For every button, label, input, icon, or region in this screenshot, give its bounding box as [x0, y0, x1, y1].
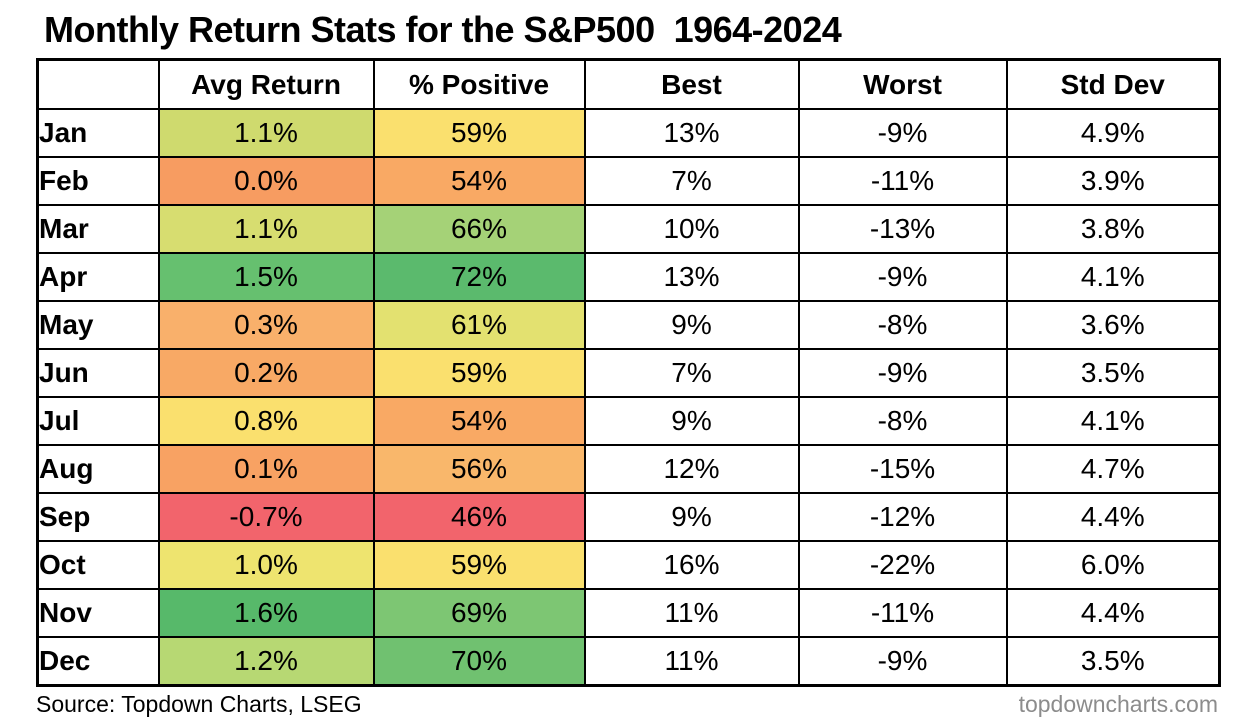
column-header-best: Best [583, 58, 800, 110]
pct-positive-cell: 54% [372, 156, 586, 206]
avg-return-cell: 1.5% [157, 252, 375, 302]
std-dev-cell: 4.1% [1005, 252, 1221, 302]
std-dev-cell: 6.0% [1005, 540, 1221, 590]
month-label: Dec [36, 636, 160, 686]
website-label: topdowncharts.com [1018, 691, 1218, 717]
best-cell: 9% [583, 300, 800, 350]
monthly-return-stats-table: Avg Return % Positive Best Worst Std Dev… [36, 58, 1221, 687]
month-label: Jul [36, 396, 160, 446]
pct-positive-cell: 61% [372, 300, 586, 350]
worst-cell: -9% [797, 636, 1008, 686]
worst-cell: -11% [797, 588, 1008, 638]
pct-positive-cell: 59% [372, 540, 586, 590]
pct-positive-cell: 66% [372, 204, 586, 254]
worst-cell: -9% [797, 348, 1008, 398]
worst-cell: -11% [797, 156, 1008, 206]
std-dev-cell: 4.1% [1005, 396, 1221, 446]
table-row: Dec 1.2% 70% 11% -9% 3.5% [36, 636, 1221, 686]
best-cell: 13% [583, 108, 800, 158]
avg-return-cell: 1.0% [157, 540, 375, 590]
page-title: Monthly Return Stats for the S&P500 1964… [44, 9, 842, 50]
best-cell: 10% [583, 204, 800, 254]
table-row: Jun 0.2% 59% 7% -9% 3.5% [36, 348, 1221, 398]
month-label: Oct [36, 540, 160, 590]
avg-return-cell: 1.6% [157, 588, 375, 638]
avg-return-cell: 1.1% [157, 108, 375, 158]
worst-cell: -9% [797, 108, 1008, 158]
column-header-month [36, 58, 160, 110]
best-cell: 7% [583, 348, 800, 398]
std-dev-cell: 3.9% [1005, 156, 1221, 206]
column-header-avg-return: Avg Return [157, 58, 375, 110]
table-row: Nov 1.6% 69% 11% -11% 4.4% [36, 588, 1221, 638]
best-cell: 9% [583, 492, 800, 542]
pct-positive-cell: 72% [372, 252, 586, 302]
best-cell: 11% [583, 636, 800, 686]
std-dev-cell: 4.7% [1005, 444, 1221, 494]
month-label: Jun [36, 348, 160, 398]
std-dev-cell: 4.4% [1005, 588, 1221, 638]
table-row: Mar 1.1% 66% 10% -13% 3.8% [36, 204, 1221, 254]
month-label: Mar [36, 204, 160, 254]
best-cell: 13% [583, 252, 800, 302]
column-header-pct-positive: % Positive [372, 58, 586, 110]
avg-return-cell: 0.2% [157, 348, 375, 398]
avg-return-cell: 0.0% [157, 156, 375, 206]
pct-positive-cell: 59% [372, 348, 586, 398]
pct-positive-cell: 56% [372, 444, 586, 494]
avg-return-cell: 1.1% [157, 204, 375, 254]
best-cell: 11% [583, 588, 800, 638]
std-dev-cell: 4.4% [1005, 492, 1221, 542]
std-dev-cell: 3.8% [1005, 204, 1221, 254]
avg-return-cell: -0.7% [157, 492, 375, 542]
worst-cell: -8% [797, 300, 1008, 350]
table-row: Jan 1.1% 59% 13% -9% 4.9% [36, 108, 1221, 158]
column-header-std-dev: Std Dev [1005, 58, 1221, 110]
table-row: May 0.3% 61% 9% -8% 3.6% [36, 300, 1221, 350]
month-label: Jan [36, 108, 160, 158]
month-label: Apr [36, 252, 160, 302]
std-dev-cell: 3.5% [1005, 348, 1221, 398]
pct-positive-cell: 69% [372, 588, 586, 638]
best-cell: 9% [583, 396, 800, 446]
worst-cell: -8% [797, 396, 1008, 446]
pct-positive-cell: 59% [372, 108, 586, 158]
avg-return-cell: 0.1% [157, 444, 375, 494]
avg-return-cell: 0.3% [157, 300, 375, 350]
table-row: Jul 0.8% 54% 9% -8% 4.1% [36, 396, 1221, 446]
std-dev-cell: 3.6% [1005, 300, 1221, 350]
table-row: Aug 0.1% 56% 12% -15% 4.7% [36, 444, 1221, 494]
worst-cell: -15% [797, 444, 1008, 494]
best-cell: 12% [583, 444, 800, 494]
table-row: Oct 1.0% 59% 16% -22% 6.0% [36, 540, 1221, 590]
pct-positive-cell: 46% [372, 492, 586, 542]
table-row: Feb 0.0% 54% 7% -11% 3.9% [36, 156, 1221, 206]
month-label: May [36, 300, 160, 350]
footer: Source: Topdown Charts, LSEG topdownchar… [36, 691, 1218, 718]
avg-return-cell: 0.8% [157, 396, 375, 446]
worst-cell: -12% [797, 492, 1008, 542]
pct-positive-cell: 54% [372, 396, 586, 446]
month-label: Feb [36, 156, 160, 206]
table-body: Jan 1.1% 59% 13% -9% 4.9% Feb 0.0% 54% 7% -11% 3.9%… [36, 108, 1221, 686]
worst-cell: -9% [797, 252, 1008, 302]
column-header-worst: Worst [797, 58, 1008, 110]
worst-cell: -22% [797, 540, 1008, 590]
month-label: Sep [36, 492, 160, 542]
month-label: Nov [36, 588, 160, 638]
worst-cell: -13% [797, 204, 1008, 254]
table-row: Apr 1.5% 72% 13% -9% 4.1% [36, 252, 1221, 302]
best-cell: 16% [583, 540, 800, 590]
month-label: Aug [36, 444, 160, 494]
table-row: Sep -0.7% 46% 9% -12% 4.4% [36, 492, 1221, 542]
avg-return-cell: 1.2% [157, 636, 375, 686]
std-dev-cell: 4.9% [1005, 108, 1221, 158]
pct-positive-cell: 70% [372, 636, 586, 686]
std-dev-cell: 3.5% [1005, 636, 1221, 686]
best-cell: 7% [583, 156, 800, 206]
source-note: Source: Topdown Charts, LSEG [36, 691, 362, 717]
header-row: Avg Return % Positive Best Worst Std Dev [36, 58, 1221, 110]
